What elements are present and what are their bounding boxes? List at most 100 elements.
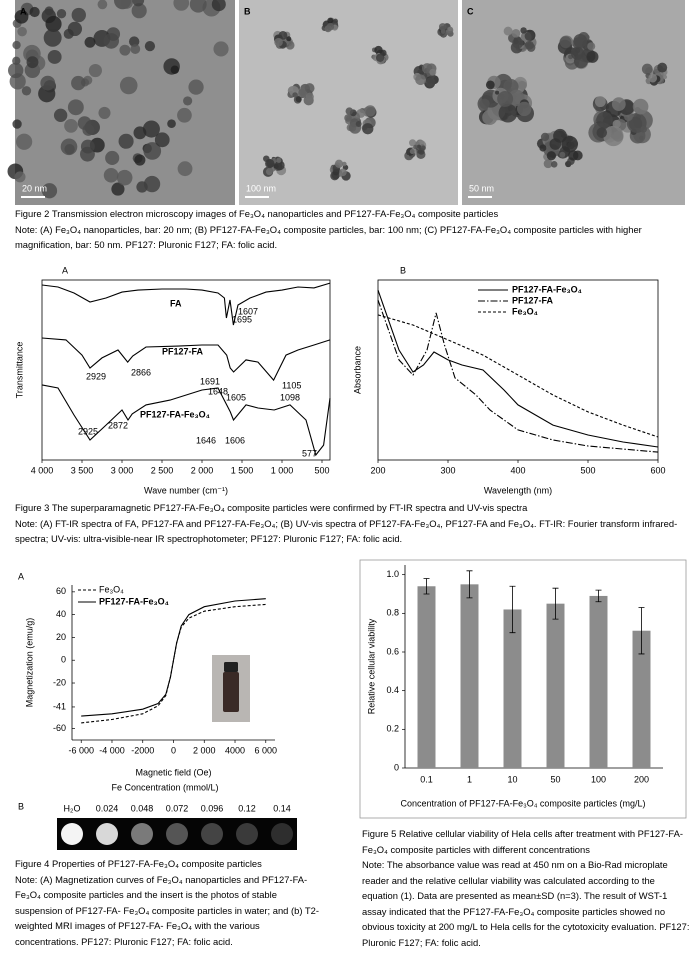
peak-label: 1098 — [280, 392, 300, 402]
particle — [40, 75, 56, 91]
particle — [14, 9, 29, 24]
chart-frame — [359, 559, 687, 819]
particle — [43, 28, 62, 47]
series-line — [377, 314, 659, 438]
particle — [648, 73, 658, 83]
particle — [485, 80, 495, 90]
concentration-label: 0.12 — [238, 803, 256, 813]
particle — [632, 98, 649, 115]
particle — [189, 0, 207, 13]
bar — [632, 630, 651, 768]
particle — [45, 15, 62, 33]
particle — [132, 0, 145, 7]
mri-spot — [201, 823, 223, 845]
particle — [29, 6, 40, 18]
peak-label: 1691 — [200, 376, 220, 386]
caption-title: Figure 3 The superparamagnetic PF127-FA-… — [15, 502, 528, 513]
particle — [128, 36, 140, 47]
particle — [641, 63, 653, 75]
particle — [64, 119, 78, 133]
figure2-caption: Figure 2 Transmission electron microscop… — [15, 206, 687, 253]
particle — [377, 55, 384, 62]
particle — [568, 150, 579, 161]
particle — [274, 160, 285, 171]
mri-spot — [61, 823, 83, 845]
particle — [517, 80, 527, 90]
particle — [525, 40, 534, 50]
particle — [167, 119, 176, 129]
particle — [292, 92, 298, 98]
y-tick-label: 0 — [61, 655, 66, 665]
particle — [12, 119, 22, 129]
error-bar — [595, 589, 602, 603]
peak-label: 1105 — [282, 380, 301, 390]
particle — [611, 97, 626, 112]
particle — [479, 98, 490, 109]
y-tick-label: -41 — [53, 701, 66, 711]
bar — [460, 584, 479, 768]
particle — [80, 139, 95, 154]
y-tick-label: 60 — [56, 586, 66, 596]
x-tick-label: 500 — [580, 465, 595, 475]
particle — [26, 56, 39, 69]
particle — [278, 31, 288, 40]
particle — [503, 26, 513, 36]
mri-spot — [236, 823, 258, 845]
particle — [524, 31, 535, 41]
particle — [447, 26, 453, 32]
panel-label: B — [18, 801, 24, 811]
peak-label: 577 — [302, 448, 317, 458]
particle — [56, 9, 67, 19]
particle — [130, 44, 141, 54]
x-tick-label: 1 500 — [231, 465, 254, 475]
caption-title: Figure 4 Properties of PF127-FA-Fe₃O₄ co… — [15, 858, 262, 869]
x-tick-label: 200 — [370, 465, 385, 475]
particle — [561, 135, 578, 153]
vial-cap — [224, 662, 238, 672]
bar — [546, 603, 565, 768]
concentration-label: 0.024 — [96, 803, 119, 813]
x-axis-label: Wave number (cm⁻¹) — [144, 485, 228, 495]
particle — [103, 167, 119, 183]
concentration-label: 0.072 — [166, 803, 189, 813]
caption-note: Note: (A) Fe₃O₄ nanoparticles, bar: 20 n… — [15, 223, 642, 251]
mri-spot — [271, 823, 293, 845]
figure5-caption: Figure 5 Relative cellular viability of … — [362, 826, 690, 950]
particle — [495, 90, 500, 95]
particle — [71, 75, 86, 91]
particle — [497, 90, 514, 107]
particle — [67, 99, 84, 116]
concentration-label: 0.048 — [131, 803, 154, 813]
particle — [119, 44, 131, 56]
particle — [47, 49, 62, 64]
x-tick-label: 3 500 — [71, 465, 94, 475]
particle — [14, 171, 26, 183]
particle — [539, 144, 547, 152]
particle — [154, 132, 170, 148]
particle — [546, 151, 556, 161]
particle — [111, 182, 125, 196]
particle — [345, 107, 354, 115]
error-bar — [509, 585, 516, 634]
particle — [362, 123, 374, 135]
mri-spot — [166, 823, 188, 845]
figure4-caption: Figure 4 Properties of PF127-FA-Fe₃O₄ co… — [15, 856, 320, 949]
particle — [415, 74, 426, 86]
mri-spot — [131, 823, 153, 845]
particle — [540, 132, 550, 142]
particle — [570, 46, 585, 60]
x-tick-label: 0 — [171, 745, 176, 755]
error-bar — [466, 570, 473, 599]
caption-title: Figure 2 Transmission electron microscop… — [15, 208, 499, 219]
particle — [298, 88, 306, 96]
series-line — [41, 282, 331, 326]
plot-frame — [41, 279, 331, 461]
particle — [425, 77, 436, 88]
particle — [16, 133, 33, 150]
mri-title: Fe Concentration (mmol/L) — [111, 782, 218, 792]
x-tick-label: 6 000 — [255, 745, 278, 755]
y-tick-label: 0 — [394, 762, 399, 772]
particle — [8, 62, 24, 79]
figure3-caption: Figure 3 The superparamagnetic PF127-FA-… — [15, 500, 687, 547]
peak-label: 1646 — [196, 435, 216, 445]
